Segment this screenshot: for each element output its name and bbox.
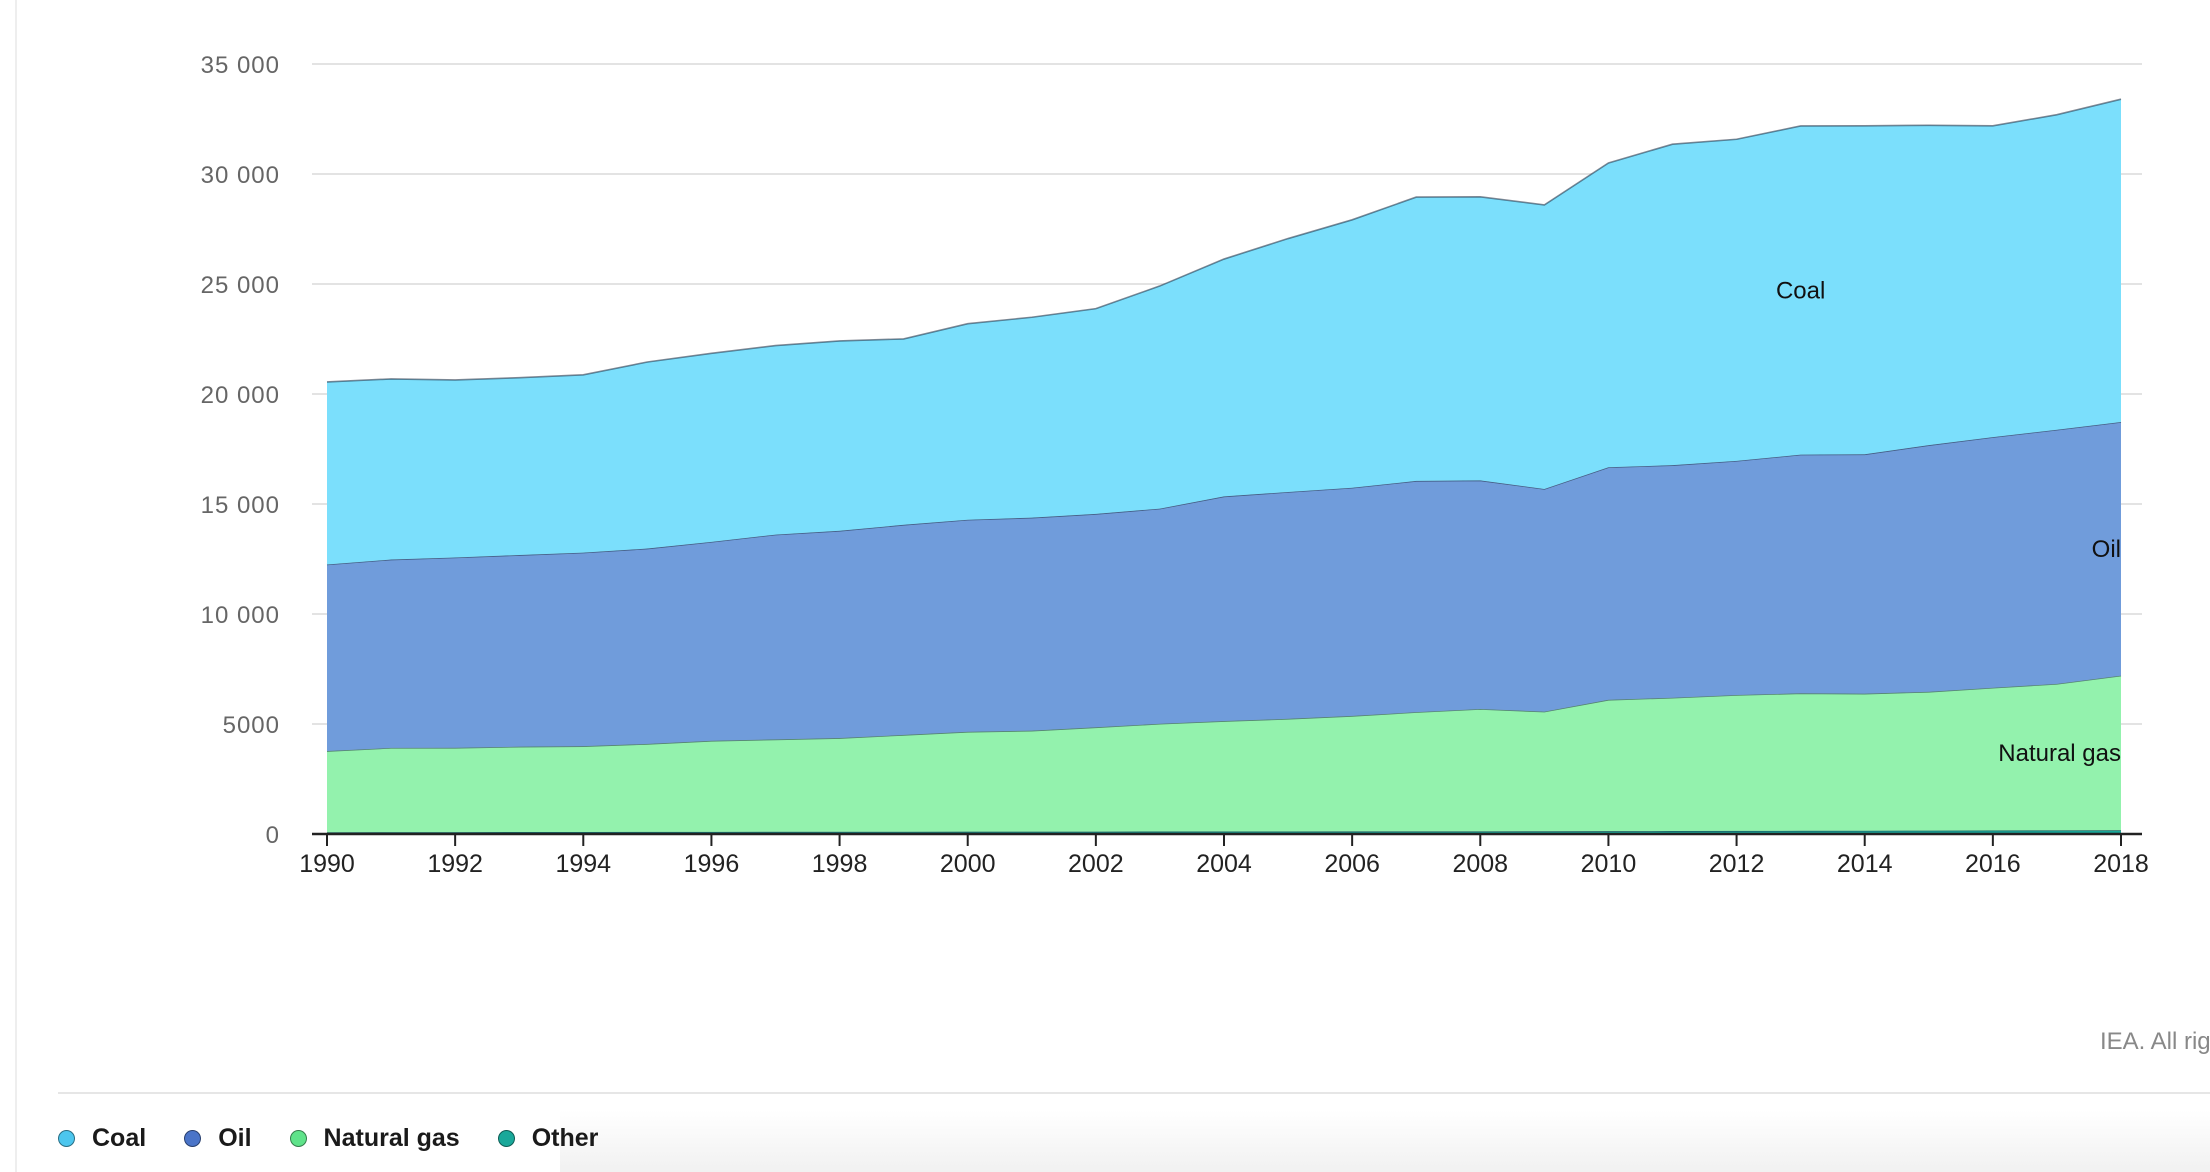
legend-swatch-natural-gas — [289, 1130, 307, 1147]
legend-divider — [58, 1092, 2210, 1094]
x-tick-label: 1994 — [555, 850, 611, 878]
area-oil — [327, 421, 2121, 752]
x-tick-label: 2000 — [940, 850, 996, 878]
x-tick-label: 2002 — [1068, 850, 1124, 878]
legend-background — [560, 1110, 2210, 1172]
legend-label-coal: Coal — [92, 1124, 147, 1152]
area-labels: Coal Oil Natural gas — [1776, 277, 2121, 767]
x-tick-label: 2006 — [1324, 850, 1380, 878]
area-label-coal: Coal — [1776, 277, 1825, 304]
y-tick-label: 25 000 — [201, 272, 280, 299]
left-border — [15, 0, 17, 1172]
x-tick-label: 1996 — [684, 850, 740, 878]
chart-credit: IEA. All righ — [2099, 1028, 2210, 1055]
legend-swatch-other — [497, 1130, 515, 1147]
x-tick-label: 1998 — [812, 850, 868, 878]
legend-swatch-oil — [184, 1130, 202, 1147]
legend-item-coal[interactable]: Coal — [58, 1124, 146, 1153]
area-label-oil: Oil — [2092, 536, 2121, 563]
y-tick-label: 5000 — [223, 712, 280, 739]
area-label-natural-gas: Natural gas — [1998, 740, 2121, 767]
y-tick-label: 10 000 — [201, 602, 280, 629]
y-tick-label: 20 000 — [201, 382, 280, 409]
area-series — [326, 98, 2122, 834]
y-tick-label: 15 000 — [201, 492, 280, 519]
legend-item-natural-gas[interactable]: Natural gas — [289, 1124, 460, 1153]
y-tick-label: 35 000 — [201, 52, 280, 79]
x-tick-label: 2004 — [1196, 850, 1252, 878]
x-tick-label: 2014 — [1837, 850, 1893, 878]
y-tick-label: 30 000 — [201, 162, 280, 189]
y-tick-label: 0 — [266, 822, 280, 849]
x-tick-label: 2016 — [1965, 850, 2021, 878]
chart-legend: Coal Oil Natural gas Other — [58, 1124, 636, 1153]
x-tick-label: 2018 — [2093, 850, 2149, 878]
area-natural-gas — [327, 675, 2121, 833]
legend-label-natural-gas: Natural gas — [323, 1124, 460, 1152]
y-axis-ticks: 0 5000 10 000 15 000 20 000 25 000 30 000 35 00… — [201, 52, 280, 849]
area-coal — [327, 99, 2121, 565]
legend-label-other: Other — [531, 1124, 599, 1152]
area-edge-coal — [326, 98, 2122, 383]
x-tick-label: 1992 — [427, 850, 483, 878]
x-tick-label: 1990 — [299, 850, 355, 878]
x-tick-label: 2008 — [1452, 850, 1508, 878]
legend-swatch-coal — [58, 1130, 75, 1147]
legend-item-oil[interactable]: Oil — [184, 1124, 252, 1153]
x-tick-label: 2010 — [1581, 850, 1637, 878]
x-axis-ticks: 1990 1992 1994 1996 1998 2000 2002 2004 2006 2008… — [299, 834, 2149, 878]
legend-label-oil: Oil — [218, 1124, 252, 1152]
legend-item-other[interactable]: Other — [497, 1124, 599, 1153]
x-tick-label: 2012 — [1709, 850, 1765, 878]
